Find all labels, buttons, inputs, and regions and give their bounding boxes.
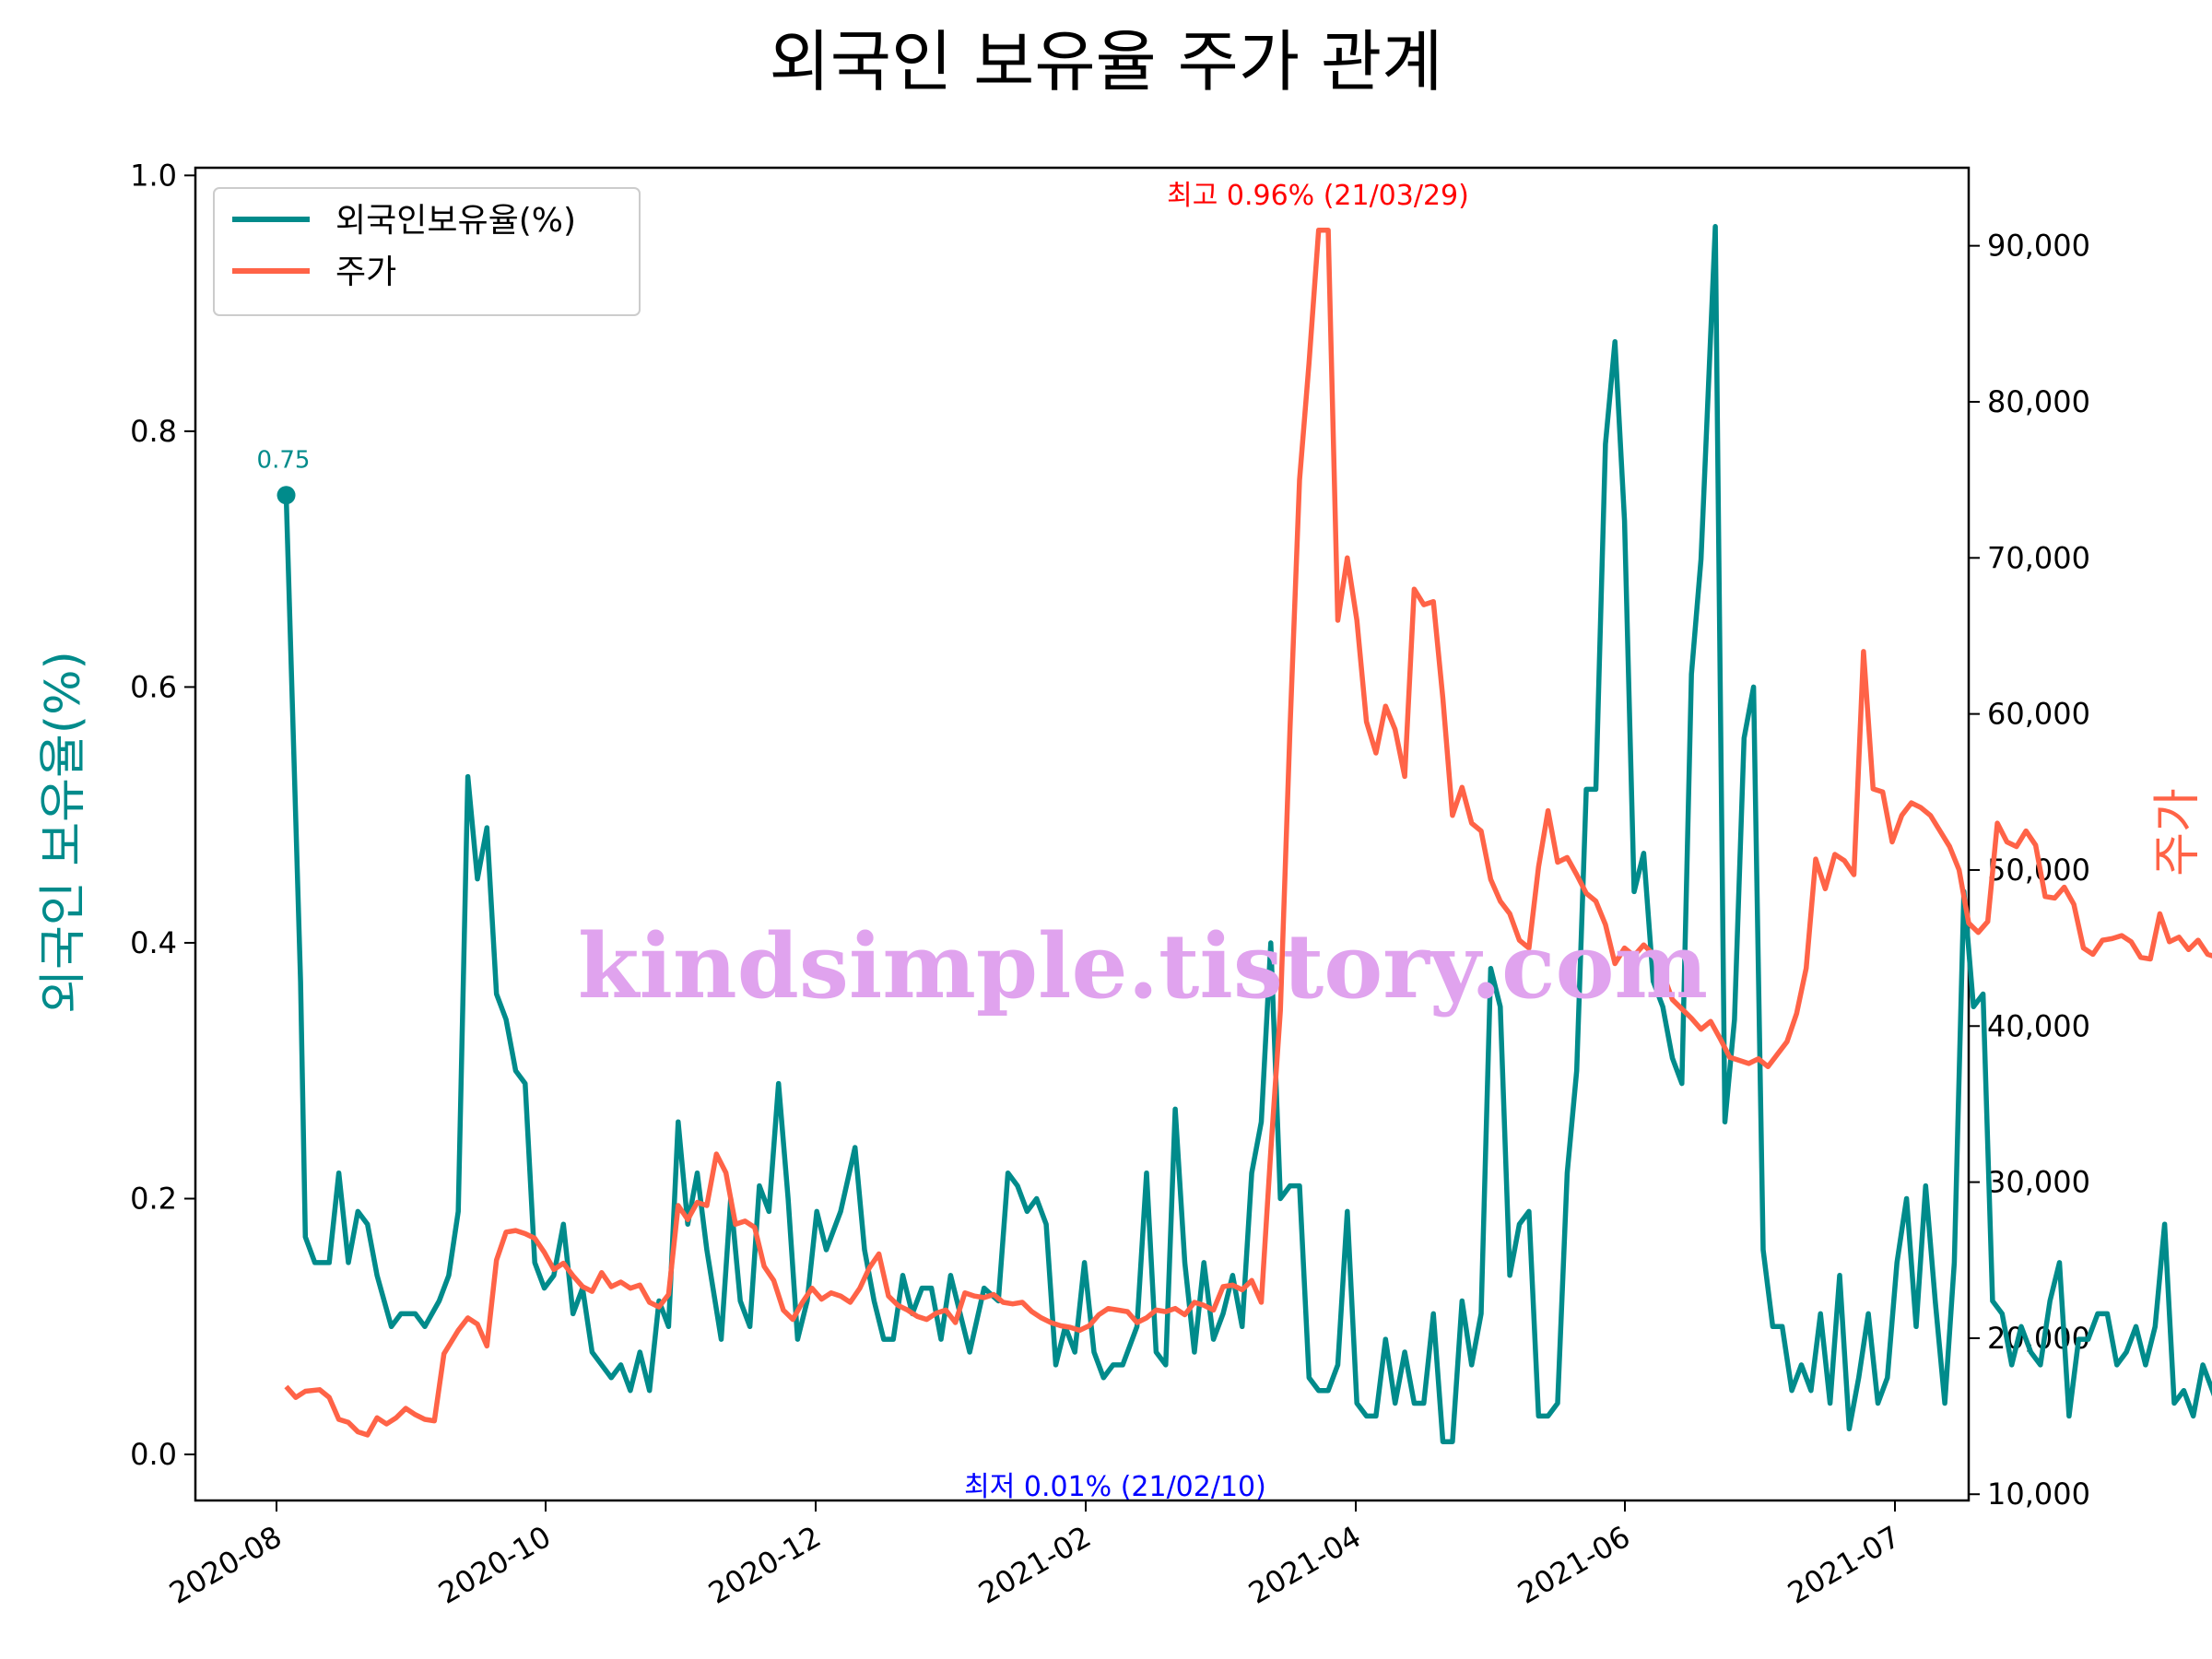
y-left-tick-label: 0.0 <box>130 1437 177 1472</box>
x-tick-label: 2020-08 <box>163 1519 288 1611</box>
plot-frame <box>194 166 1971 1502</box>
legend-box <box>213 187 641 316</box>
series-line-foreign-ratio <box>283 224 2212 1444</box>
y-right-tick-label: 90,000 <box>1987 229 2090 264</box>
y-right-tick-label: 40,000 <box>1987 1008 2090 1043</box>
y-axis-label-left: 외국인 보유율(%) <box>36 651 91 1014</box>
chart-title: 외국인 보유율 주가 관계 <box>769 23 1442 100</box>
y-right-tick-label: 10,000 <box>1987 1477 2090 1512</box>
watermark-text: kindsimple.tistory.com <box>578 914 1708 1018</box>
x-tick-label: 2021-06 <box>1512 1519 1636 1611</box>
y-right-tick-label: 70,000 <box>1987 540 2090 575</box>
series-line-price <box>284 227 2212 1438</box>
x-tick-label: 2021-02 <box>972 1519 1097 1611</box>
y-left-tick-label: 0.6 <box>130 669 177 704</box>
x-tick-label: 2020-12 <box>702 1519 827 1611</box>
y-right-tick-label: 60,000 <box>1987 697 2090 732</box>
legend-label: 외국인보유율(%) <box>335 202 576 240</box>
y-left-tick-label: 0.8 <box>130 414 177 449</box>
y-axis-label-right: 주가 <box>2150 788 2206 877</box>
x-tick-label: 2021-04 <box>1242 1519 1367 1611</box>
legend-label: 주가 <box>335 253 396 291</box>
y-right-tick-label: 30,000 <box>1987 1165 2090 1200</box>
start-point-marker <box>276 486 296 505</box>
x-tick-label: 2021-07 <box>1782 1519 1906 1611</box>
min-annotation: 최저 0.01% (21/02/10) <box>964 1471 1266 1503</box>
y-left-tick-label: 1.0 <box>130 158 177 193</box>
y-right-tick-label: 80,000 <box>1987 384 2090 419</box>
max-annotation: 최고 0.96% (21/03/29) <box>1167 180 1469 212</box>
y-left-tick-label: 0.2 <box>130 1181 177 1216</box>
x-tick-label: 2020-10 <box>432 1519 557 1611</box>
y-left-tick-label: 0.4 <box>130 925 177 960</box>
start-value-label: 0.75 <box>257 446 311 474</box>
